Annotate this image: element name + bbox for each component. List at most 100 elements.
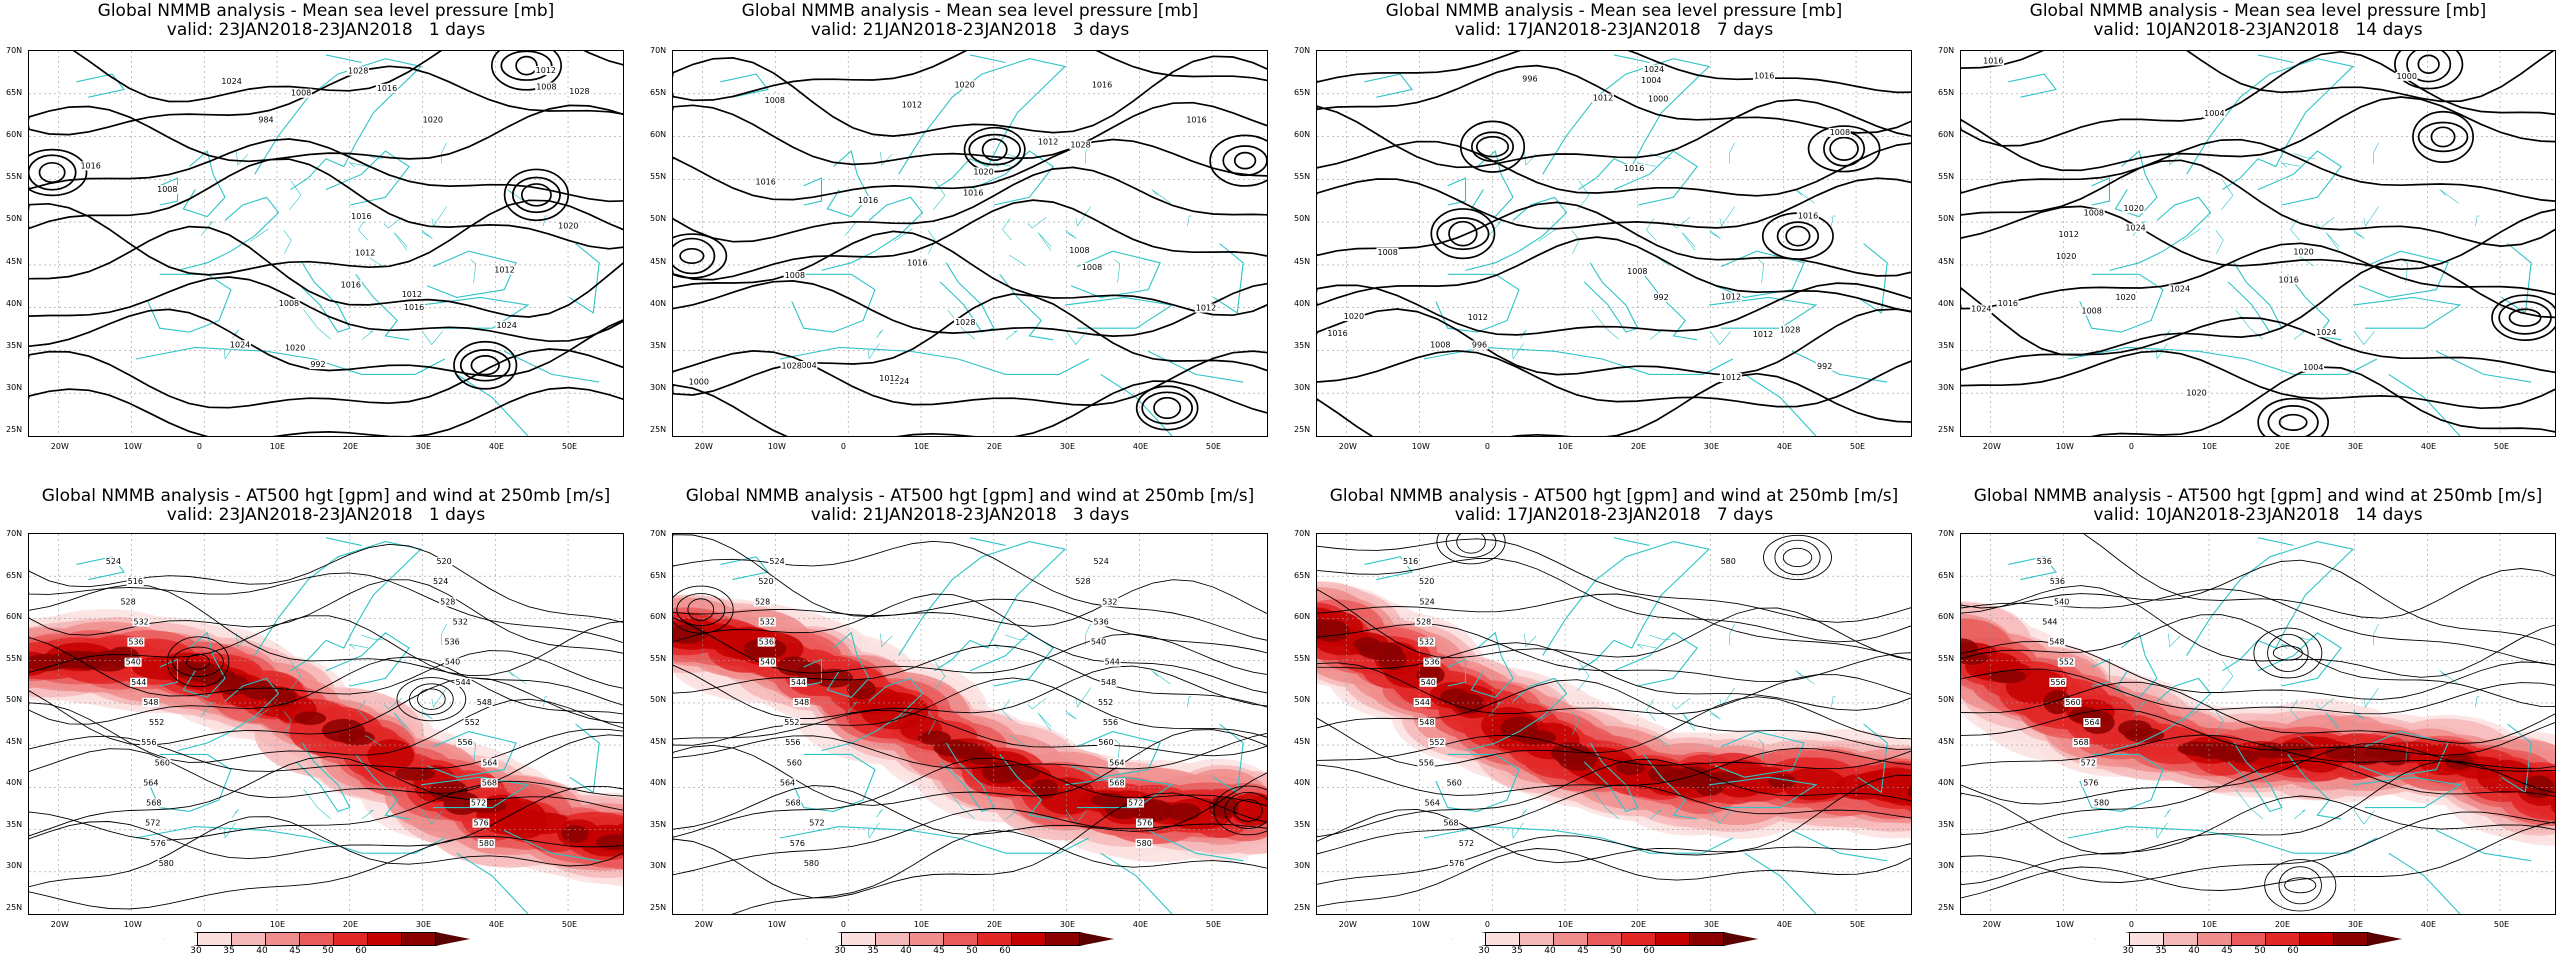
panel-title-line: Global NMMB analysis - AT500 hgt [gpm] a… [685, 486, 1255, 506]
contour-label: 524 [106, 557, 121, 566]
colorbar-swatch [2333, 932, 2368, 946]
colorbar-swatch [943, 932, 978, 946]
contour-label: 1016 [907, 258, 927, 267]
colorbar-tick-label: 45 [1577, 946, 1589, 956]
lon-tick-label: 50E [561, 920, 578, 929]
lat-tick-label: 70N [650, 46, 667, 55]
panel-title: Global NMMB analysis - AT500 hgt [gpm] a… [1306, 487, 1922, 525]
colorbar-swatch [1485, 932, 1520, 946]
wind-colorbar [163, 932, 470, 946]
contour-label: 1016 [963, 189, 983, 198]
contour-label: 1012 [355, 249, 375, 258]
panel-title: Global NMMB analysis - Mean sea level pr… [1950, 2, 2560, 40]
wind-speed-shading [29, 609, 623, 887]
contour-labels: 1008100410001016101610081012101610201024… [687, 80, 1217, 387]
contour-label: 1012 [879, 374, 899, 383]
contour-label: 1000 [1648, 95, 1668, 104]
contour-label: 560 [1447, 778, 1462, 787]
contour-label: 1020 [1344, 312, 1364, 321]
colorbar-tick-label: 50 [1610, 946, 1622, 956]
lon-tick-label: 50E [1849, 442, 1866, 451]
contour-label: 556 [1419, 758, 1434, 767]
lat-tick-label: 65N [1294, 88, 1311, 98]
contour-labels: 1000 1004 1008 1008 1004 1016 1012 1016 1020 1024… [1970, 56, 2418, 398]
lat-tick-label: 70N [1938, 529, 1955, 538]
contour-label: 532 [760, 617, 775, 626]
contour-labels: 516 520 524 528 532 536 540 544 548 552 556 560 564 5… [1401, 557, 1737, 868]
lat-tick-label: 65N [6, 570, 23, 580]
contour-label: 516 [128, 577, 143, 586]
contour-label: 528 [120, 597, 135, 606]
lon-tick-label: 40E [488, 920, 505, 929]
contour-label: 528 [755, 597, 770, 606]
lon-tick-label: 40E [2420, 920, 2437, 929]
contour-label: 1008 [1069, 246, 1089, 255]
lat-tick-label: 65N [650, 570, 667, 580]
contour-label: 1016 [1983, 56, 2003, 65]
panel-title: Global NMMB analysis - Mean sea level pr… [18, 2, 634, 40]
panel-title: Global NMMB analysis - AT500 hgt [gpm] a… [1950, 487, 2560, 525]
contours [1961, 51, 2555, 436]
lon-tick-label: 10W [123, 920, 142, 929]
lat-tick-label: 35N [650, 340, 667, 350]
contour-label: 576 [1137, 819, 1152, 828]
lon-tick-label: 20E [1630, 920, 1647, 929]
graticule [1961, 534, 2555, 914]
contour-label: 564 [2084, 718, 2099, 727]
contour-label: 548 [143, 698, 158, 707]
lat-tick-label: 70N [1938, 46, 1955, 55]
contour-label: 1012 [1038, 138, 1058, 147]
contour-label: 548 [2049, 638, 2064, 647]
colorbar-tick-label: 40 [256, 946, 268, 956]
contour-label: 548 [1419, 718, 1434, 727]
contour-label: 540 [1091, 638, 1106, 647]
lon-tick-label: 0 [196, 920, 202, 929]
contour-label: 568 [1443, 819, 1458, 828]
contour-label: 544 [1415, 698, 1430, 707]
lat-tick-label: 30N [1938, 382, 1955, 392]
height-wind-map: 516 520 524 528 532 536 540 544 548 552 556 560 564 5… [1316, 533, 1912, 915]
lon-tick-label: 30E [2347, 920, 2364, 929]
contour-label: 556 [141, 738, 156, 747]
contour-label: 1008 [536, 83, 556, 92]
contour-label: 996 [1522, 74, 1537, 83]
contour-label: 568 [146, 799, 161, 808]
lon-tick-label: 20W [1338, 442, 1357, 451]
colorbar-tick-label: 50 [966, 946, 978, 956]
contour-label: 552 [465, 718, 480, 727]
lon-tick-label: 40E [1132, 442, 1149, 451]
contour-label: 528 [1416, 617, 1431, 626]
colorbar-tick-label: 45 [933, 946, 945, 956]
lat-tick-label: 70N [650, 529, 667, 538]
lat-tick-label: 25N [1938, 903, 1955, 912]
contour-label: 524 [769, 557, 784, 566]
contour-label: 1024 [221, 77, 241, 86]
colorbar-swatch [231, 932, 266, 946]
lon-tick-label: 10E [269, 920, 286, 929]
colorbar-tick-label: 30 [1478, 946, 1490, 956]
colorbar-swatch [1655, 932, 1690, 946]
colorbar-tick-label: 35 [1511, 946, 1523, 956]
lon-tick-label: 20W [1982, 442, 2001, 451]
contour-label: 1012 [1196, 304, 1216, 313]
lon-tick-label: 0 [840, 442, 846, 451]
contour-label: 576 [2083, 778, 2098, 787]
lat-tick-label: 60N [1294, 130, 1311, 140]
lon-tick-label: 10E [913, 920, 930, 929]
lat-tick-label: 35N [6, 819, 23, 829]
lon-tick-label: 10W [1411, 442, 1430, 451]
contour-label: 552 [784, 718, 799, 727]
lat-tick-label: 25N [1938, 425, 1955, 434]
colorbar-tick-label: 40 [1544, 946, 1556, 956]
contour-label: 564 [1425, 799, 1440, 808]
colorbar-swatch [401, 932, 436, 946]
contour-label: 564 [143, 778, 158, 787]
colorbar-tick-label: 30 [190, 946, 202, 956]
lon-tick-label: 50E [1849, 920, 1866, 929]
lat-tick-label: 40N [6, 778, 23, 788]
lat-tick-label: 70N [6, 529, 23, 538]
lat-tick-label: 50N [1294, 695, 1311, 705]
lat-tick-label: 45N [1938, 736, 1955, 746]
lon-tick-label: 10E [2201, 920, 2218, 929]
lat-tick-label: 40N [1294, 778, 1311, 788]
